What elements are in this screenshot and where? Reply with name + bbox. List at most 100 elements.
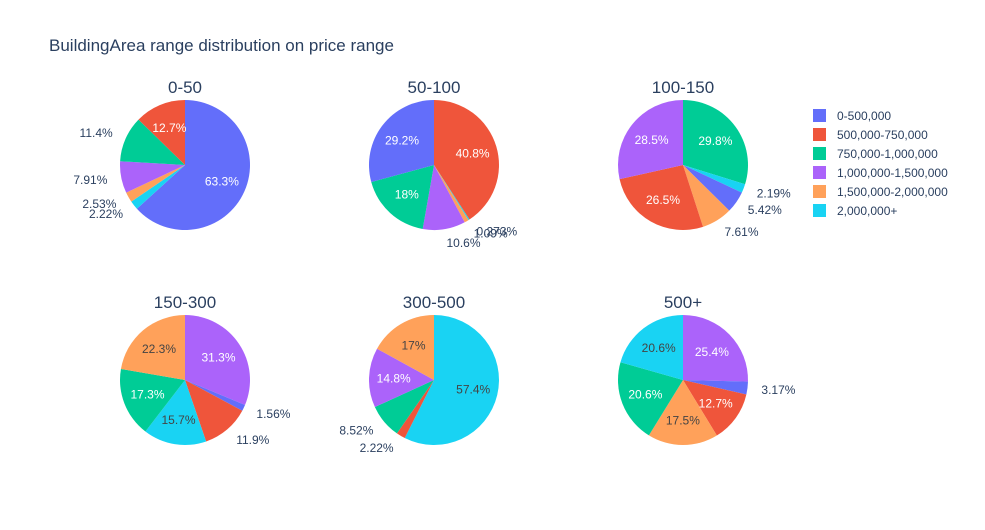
pie-slice-2-000-000[interactable] (620, 315, 683, 380)
pie-slice-0-500-000[interactable] (683, 165, 742, 211)
legend-item-1-000-000-1-500-000[interactable]: 1,000,000-1,500,000 (813, 166, 948, 180)
pie-slice-0-500-000[interactable] (683, 380, 748, 395)
pie-slice-1-000-000-1-500-000[interactable] (422, 165, 465, 231)
pie-slice-1-000-000-1-500-000[interactable] (120, 161, 185, 193)
slice-label: 25.4% (695, 345, 729, 359)
legend[interactable]: 0-500,000 500,000-750,000 750,000-1,000,00… (813, 109, 948, 218)
pie-slice-0-500-000[interactable] (136, 100, 250, 231)
pie-slice-500-000-750-000[interactable] (434, 100, 499, 220)
slice-label: 40.8% (456, 147, 490, 161)
slice-label: 0.273% (477, 225, 518, 239)
slice-label: 12.7% (152, 121, 186, 135)
slice-label: 1.56% (256, 407, 290, 421)
pie-slice-2-000-000[interactable] (131, 165, 185, 209)
slice-label: 11.9% (236, 433, 269, 447)
pie-slice-1-000-000-1-500-000[interactable] (617, 100, 683, 180)
pie-slice-1-500-000-2-000-000[interactable] (126, 165, 185, 202)
pie-300-500: 300-500 57.4% 2.22% 8.52% 14.8% 17% (339, 293, 499, 455)
legend-label: 750,000-1,000,000 (837, 147, 938, 161)
pie-slice-750-000-1-000-000[interactable] (119, 368, 185, 432)
pie-title: 300-500 (403, 293, 465, 312)
pie-500: 500+ 25.4% 3.17% 12.7% 17.5% 20.6% 20.6% (617, 293, 796, 445)
pie-slice-1-500-000-2-000-000[interactable] (377, 315, 434, 380)
slice-label: 11.4% (80, 126, 113, 140)
legend-swatch (813, 147, 826, 160)
slice-label: 2.22% (89, 207, 123, 221)
slice-label: 29.2% (385, 134, 419, 148)
legend-item-0-500-000[interactable]: 0-500,000 (813, 109, 891, 123)
pie-50-100: 50-100 40.8% 0.273%1.09%10.6% 18% 29.2% (368, 78, 518, 250)
slice-label: 3.17% (761, 383, 795, 397)
legend-item-750-000-1-000-000[interactable]: 750,000-1,000,000 (813, 147, 938, 161)
pie-slice-2-000-000[interactable] (683, 165, 746, 193)
slice-label: 15.7% (161, 413, 195, 427)
pie-slice-500-000-750-000[interactable] (185, 380, 243, 442)
pie-title: 0-50 (168, 78, 202, 97)
slice-label: 20.6% (628, 388, 662, 402)
pie-slice-750-000-1-000-000[interactable] (617, 362, 683, 436)
slice-label: 57.4% (456, 382, 490, 396)
pie-slice-2-000-000[interactable] (404, 315, 499, 445)
pie-slice-0-500-000[interactable] (185, 380, 245, 411)
slice-label: 12.7% (699, 397, 733, 411)
pie-150-300: 150-300 31.3% 1.56% 11.9% 15.7% 17.3% 22.3% (119, 293, 291, 447)
pie-slice-750-000-1-000-000[interactable] (120, 119, 185, 165)
slice-label: 1.09% (474, 226, 508, 240)
pie-slice-2-000-000[interactable] (145, 380, 207, 445)
slice-label: 17.5% (666, 413, 700, 427)
slice-label: 10.6% (447, 236, 481, 250)
slice-label: 63.3% (205, 174, 239, 188)
legend-swatch (813, 128, 826, 141)
pie-slice-750-000-1-000-000[interactable] (683, 100, 748, 185)
slice-label: 5.42% (748, 203, 782, 217)
pie-slice-1-500-000-2-000-000[interactable] (120, 315, 185, 380)
slice-label: 2.22% (360, 441, 394, 455)
slice-label: 8.52% (339, 424, 373, 438)
legend-item-2-000-000[interactable]: 2,000,000+ (813, 204, 897, 218)
pie-slice-750-000-1-000-000[interactable] (371, 165, 434, 230)
slice-label: 26.5% (646, 193, 680, 207)
pie-slice-1-000-000-1-500-000[interactable] (369, 348, 434, 408)
legend-swatch (813, 185, 826, 198)
pie-slice-0-500-000[interactable] (368, 100, 434, 182)
legend-label: 1,500,000-2,000,000 (837, 185, 948, 199)
slice-label: 18% (395, 188, 419, 202)
legend-swatch (813, 204, 826, 217)
slice-label: 29.8% (698, 134, 732, 148)
slice-label: 17% (401, 338, 425, 352)
pie-title: 100-150 (652, 78, 714, 97)
slice-label: 7.61% (725, 225, 759, 239)
pie-title: 50-100 (408, 78, 461, 97)
pie-slice-1-000-000-1-500-000[interactable] (185, 315, 250, 405)
pie-slice-1-000-000-1-500-000[interactable] (683, 315, 749, 382)
pie-slice-500-000-750-000[interactable] (138, 100, 185, 165)
slice-label: 17.3% (130, 388, 164, 402)
legend-swatch (813, 109, 826, 122)
slice-label: 28.5% (635, 133, 669, 147)
pie-slice-750-000-1-000-000[interactable] (374, 380, 434, 434)
pie-slice-500-000-750-000[interactable] (396, 380, 434, 439)
pie-slice-500-000-750-000[interactable] (683, 380, 747, 436)
pie-title: 500+ (664, 293, 702, 312)
slice-label: 20.6% (642, 341, 676, 355)
pie-slice-500-000-750-000[interactable] (619, 165, 704, 230)
slice-label: 2.53% (82, 197, 116, 211)
legend-item-1-500-000-2-000-000[interactable]: 1,500,000-2,000,000 (813, 185, 948, 199)
legend-item-500-000-750-000[interactable]: 500,000-750,000 (813, 128, 928, 142)
pie-slice-1-500-000-2-000-000[interactable] (683, 165, 730, 227)
pie-slice-2-000-000[interactable] (434, 165, 470, 221)
legend-label: 500,000-750,000 (837, 128, 928, 142)
legend-label: 1,000,000-1,500,000 (837, 166, 948, 180)
slice-label: 2.19% (757, 187, 791, 201)
legend-label: 0-500,000 (837, 109, 891, 123)
slice-label: 14.8% (377, 372, 411, 386)
legend-label: 2,000,000+ (837, 204, 897, 218)
pie-slice-1-500-000-2-000-000[interactable] (648, 380, 717, 445)
slice-label: 31.3% (201, 351, 235, 365)
pie-slice-1-500-000-2-000-000[interactable] (434, 165, 469, 223)
slice-label: 22.3% (142, 342, 176, 356)
slice-label: 7.91% (73, 173, 107, 187)
